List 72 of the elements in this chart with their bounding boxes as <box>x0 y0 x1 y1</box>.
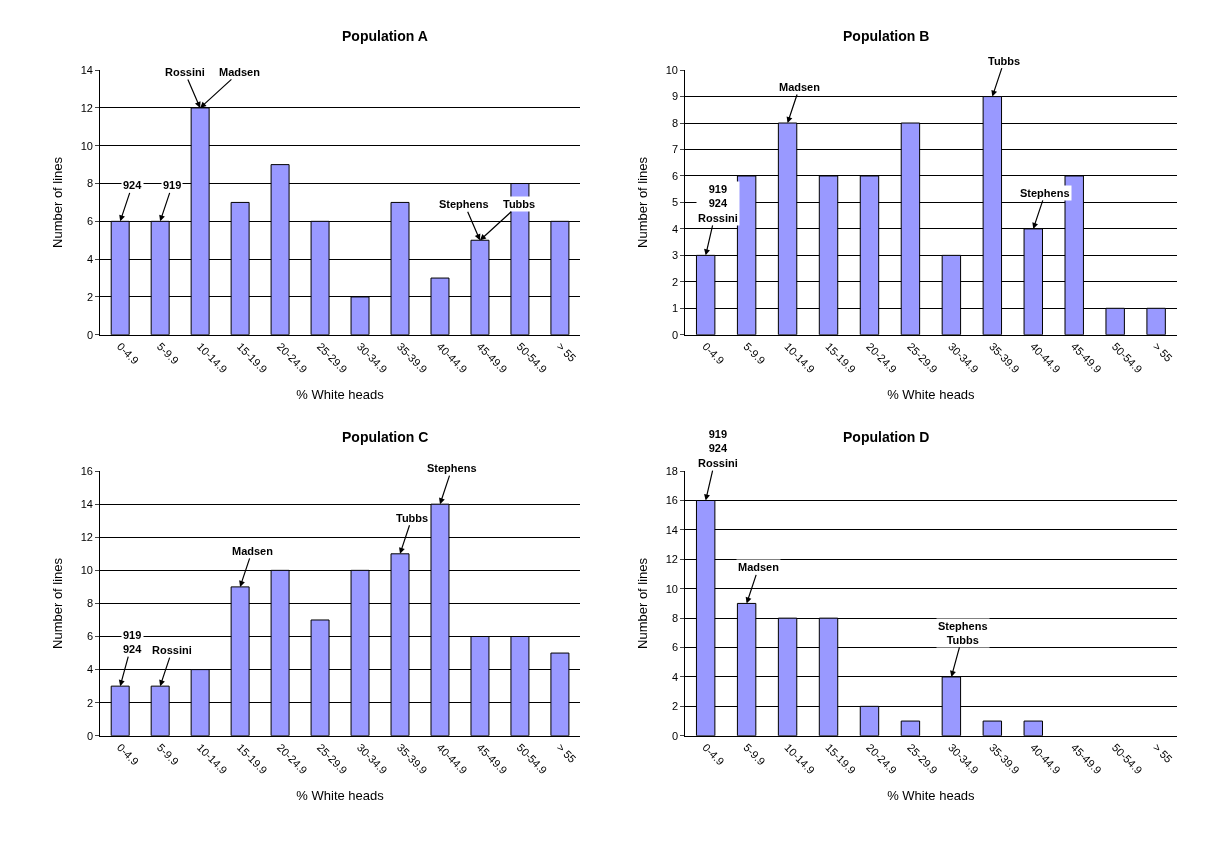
x-axis-title: % White heads <box>296 787 385 803</box>
x-axis-title: % White heads <box>887 386 976 402</box>
annotation: Madsen <box>232 545 274 557</box>
annotation: Madsen <box>738 561 780 573</box>
y-tick-label: 10 <box>80 564 93 577</box>
y-tick-label: 10 <box>80 139 93 152</box>
annotation: 924 <box>123 179 143 191</box>
annotation: Stephens Tubbs <box>938 620 988 647</box>
y-tick-label: 6 <box>86 630 93 643</box>
x-axis-title: % White heads <box>296 386 385 402</box>
y-tick-label: 6 <box>671 169 678 182</box>
y-tick-label: 12 <box>80 531 93 544</box>
y-tick-label: 0 <box>86 328 93 341</box>
x-tick-label: > 55 <box>554 741 579 766</box>
y-tick-label: 12 <box>665 553 678 566</box>
y-tick-label: 2 <box>86 696 93 709</box>
y-tick-label: 16 <box>665 494 678 507</box>
y-tick-label: 2 <box>86 290 93 303</box>
annotation: 919 924 <box>123 629 143 656</box>
annotation: Stephens <box>427 462 477 474</box>
chart-title: Population A <box>342 28 428 44</box>
annotation: Madsen <box>779 81 821 93</box>
annotation: Madsen <box>219 66 261 78</box>
annotation: Rossini <box>152 644 192 656</box>
y-tick-label: 1 <box>671 302 678 315</box>
y-tick-label: 4 <box>671 222 678 235</box>
y-tick-label: 8 <box>86 597 93 610</box>
annotation: Stephens <box>439 198 489 210</box>
y-tick-label: 4 <box>86 663 93 676</box>
y-tick-label: 4 <box>86 252 93 265</box>
y-tick-label: 0 <box>671 328 678 341</box>
annotation: 919 924 Rossini <box>698 183 738 224</box>
chart-title: Population B <box>843 28 930 44</box>
y-tick-label: 12 <box>80 101 93 114</box>
y-tick-label: 3 <box>671 249 678 262</box>
x-tick-label: > 55 <box>1150 741 1175 766</box>
annotation: Tubbs <box>503 198 536 210</box>
chart-title: Population D <box>843 429 930 445</box>
y-tick-label: 2 <box>671 700 678 713</box>
annotation: Stephens <box>1020 187 1070 199</box>
y-tick-label: 8 <box>671 116 678 129</box>
y-axis-title: Number of lines <box>634 156 650 248</box>
y-tick-label: 7 <box>671 143 678 156</box>
annotation: 919 <box>163 179 182 191</box>
y-axis-title: Number of lines <box>634 557 650 649</box>
x-tick-label: > 55 <box>1150 340 1175 365</box>
y-tick-label: 10 <box>665 582 678 595</box>
annotation: Rossini <box>165 66 205 78</box>
y-tick-label: 14 <box>665 523 678 536</box>
y-axis-title: Number of lines <box>49 156 65 248</box>
annotation: Tubbs <box>396 512 429 524</box>
y-tick-label: 8 <box>86 177 93 190</box>
y-tick-label: 6 <box>671 641 678 654</box>
y-tick-label: 4 <box>671 670 678 683</box>
y-tick-label: 9 <box>671 90 678 103</box>
annotation: 919 924 Rossini <box>698 428 738 469</box>
y-tick-label: 2 <box>671 275 678 288</box>
y-tick-label: 10 <box>665 63 678 76</box>
y-axis-title: Number of lines <box>49 557 65 649</box>
annotation: Tubbs <box>988 55 1021 67</box>
chart-title: Population C <box>342 429 429 445</box>
y-tick-label: 14 <box>80 498 93 511</box>
y-tick-label: 0 <box>671 729 678 742</box>
y-tick-label: 14 <box>80 63 93 76</box>
x-tick-label: > 55 <box>554 340 579 365</box>
y-tick-label: 8 <box>671 611 678 624</box>
y-tick-label: 0 <box>86 729 93 742</box>
x-axis-title: % White heads <box>887 787 976 803</box>
y-tick-label: 18 <box>665 464 678 477</box>
y-tick-label: 6 <box>86 215 93 228</box>
y-tick-label: 5 <box>671 196 678 209</box>
y-tick-label: 16 <box>80 464 93 477</box>
